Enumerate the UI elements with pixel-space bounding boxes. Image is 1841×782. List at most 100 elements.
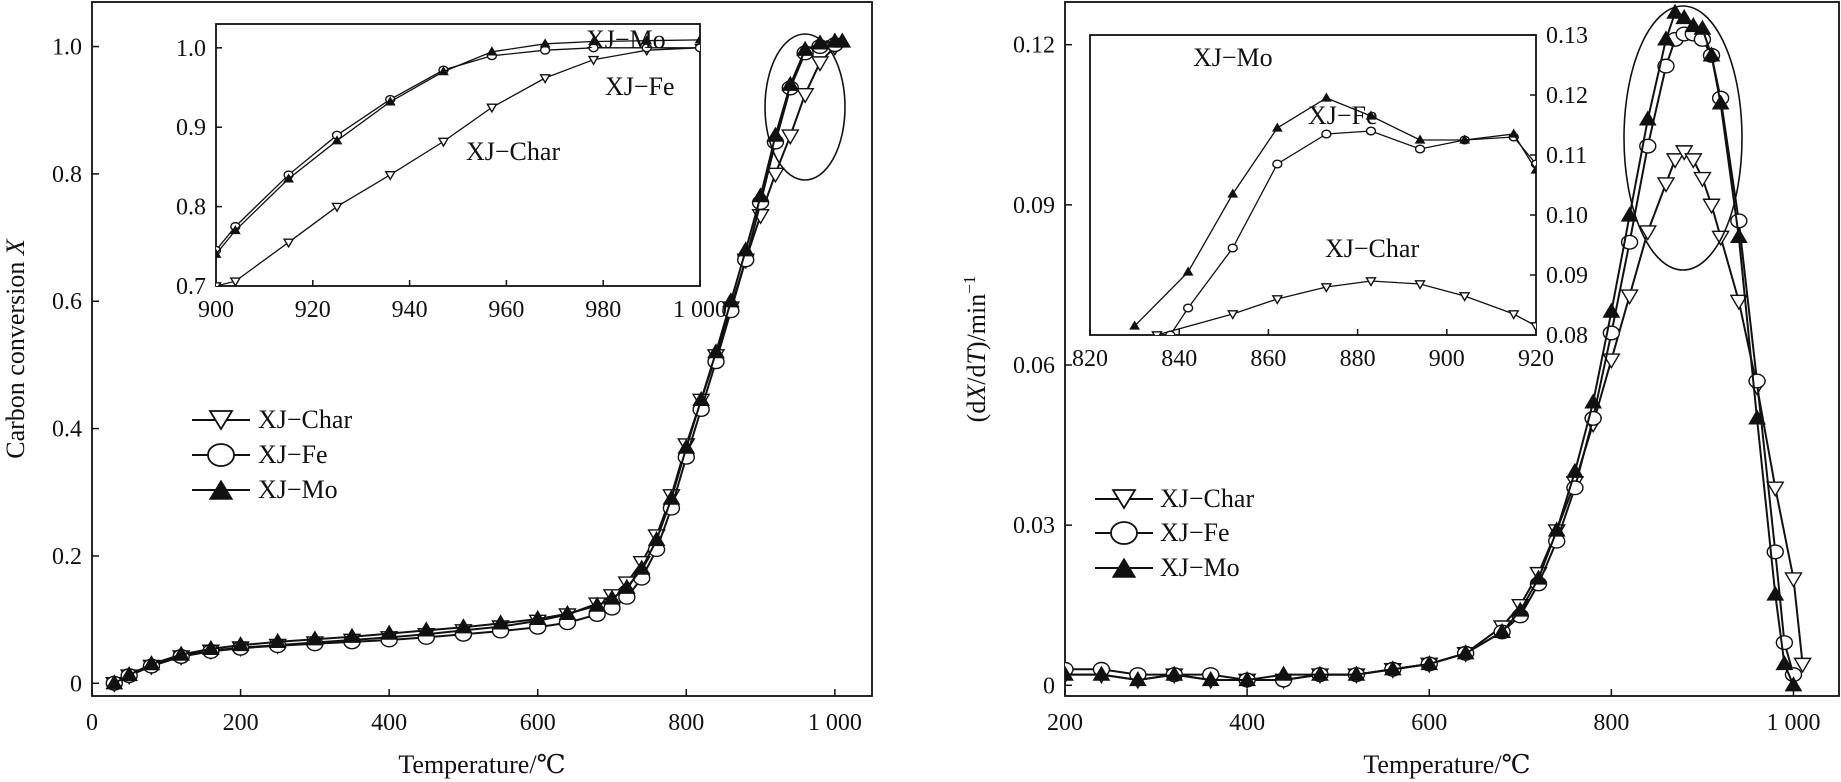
- data-point-xj-char: [587, 55, 600, 66]
- x-tick-label: 940: [392, 297, 428, 323]
- data-point-xj-fe: [1748, 373, 1766, 389]
- inset-annotation-xj-mo: XJ−Mo: [586, 25, 666, 54]
- data-point-xj-char: [539, 74, 551, 84]
- data-point-xj-mo: [305, 630, 324, 646]
- series-xj-mo: [1065, 3, 1803, 692]
- data-point-xj-mo: [1775, 654, 1794, 671]
- legend-label-xj-char: XJ−Char: [1160, 484, 1254, 513]
- data-point-xj-mo: [833, 32, 852, 48]
- data-point-xj-char: [1271, 295, 1284, 305]
- data-point-xj-char: [1702, 198, 1721, 215]
- left-legend: XJ−Char XJ−Fe XJ−Mo: [192, 405, 352, 504]
- series-xj-char: [216, 43, 700, 286]
- legend-marker-circle-open: [1110, 521, 1138, 545]
- data-point-xj-char: [766, 167, 785, 184]
- x-tick-label: 880: [1340, 346, 1376, 372]
- data-point-xj-mo: [647, 531, 666, 547]
- data-point-xj-fe: [1321, 129, 1332, 139]
- data-point-xj-fe: [1530, 159, 1536, 169]
- y-tick-label: 0: [70, 671, 82, 697]
- x-tick-label: 1 000: [1766, 710, 1820, 736]
- left-highlight-ellipse: [764, 33, 846, 181]
- data-point-xj-char: [282, 238, 295, 249]
- data-point-xj-mo: [1201, 670, 1220, 687]
- right-x-axis-label: Temperature/℃: [1363, 750, 1530, 779]
- data-point-xj-mo: [1456, 644, 1475, 660]
- data-point-xj-char: [229, 277, 242, 286]
- data-point-xj-fe: [1730, 213, 1748, 229]
- x-tick-label: 920: [1518, 346, 1554, 372]
- data-point-xj-char: [1320, 283, 1333, 293]
- data-point-xj-char: [1729, 294, 1749, 311]
- legend-marker-triangle-down-open: [1111, 489, 1137, 510]
- x-tick-label: 840: [1161, 346, 1197, 372]
- right-highlight-ellipse: [1623, 5, 1743, 271]
- left-inset: 900 920 940 960 980 1 000 0.7 0.8 0.9 1.0 XJ−Mo X…: [176, 23, 727, 323]
- x-tick-label: 1 000: [673, 297, 727, 323]
- y-tick-label: 0: [1043, 673, 1055, 699]
- x-tick-label: 200: [223, 710, 259, 736]
- data-point-xj-mo: [343, 627, 361, 643]
- data-point-xj-fe: [1227, 243, 1238, 253]
- y-tick-label: 0.6: [52, 289, 82, 315]
- legend-label-xj-mo: XJ−Mo: [258, 475, 338, 504]
- data-point-xj-mo: [216, 248, 222, 258]
- x-tick-label: 820: [1072, 346, 1108, 372]
- data-point-xj-mo: [721, 292, 740, 308]
- x-tick-label: 600: [520, 710, 556, 736]
- data-point-xj-mo: [1530, 164, 1536, 174]
- x-tick-label: 400: [371, 710, 407, 736]
- data-point-xj-char: [486, 103, 498, 114]
- plot-area: [1129, 92, 1536, 335]
- series-line-xj-mo: [1134, 97, 1536, 327]
- data-point-xj-mo: [632, 559, 651, 575]
- legend-marker-triangle-up-filled: [208, 479, 234, 500]
- data-point-xj-char: [1507, 310, 1520, 320]
- data-point-xj-mo: [641, 35, 653, 45]
- data-point-xj-mo: [781, 75, 800, 91]
- left-y-axis-label: Carbon conversion X: [1, 238, 30, 459]
- y-tick-label: 1.0: [52, 35, 82, 61]
- data-point-xj-char: [384, 170, 396, 181]
- y-tick-label: 0.7: [176, 274, 206, 300]
- series-xj-mo: [105, 32, 852, 690]
- y-tick-label: 0.12: [1546, 83, 1588, 109]
- data-point-xj-mo: [1459, 134, 1471, 144]
- y-tick-label: 0.11: [1546, 143, 1587, 169]
- data-point-xj-mo: [491, 614, 510, 630]
- series-xj-char: [1151, 277, 1536, 335]
- data-point-xj-char: [1602, 353, 1621, 370]
- y-tick-label: 0.09: [1013, 193, 1055, 219]
- data-point-xj-mo: [1547, 521, 1566, 537]
- data-point-xj-fe: [1272, 159, 1283, 169]
- data-point-xj-mo: [1529, 569, 1548, 585]
- data-point-xj-mo: [384, 96, 396, 106]
- data-point-xj-mo: [751, 187, 770, 203]
- data-point-xj-mo: [229, 224, 241, 235]
- data-point-xj-mo: [1711, 94, 1730, 110]
- data-point-xj-mo: [1414, 134, 1426, 144]
- data-point-xj-mo: [1666, 3, 1684, 19]
- data-point-xj-mo: [1657, 30, 1675, 46]
- data-point-xj-char: [1226, 310, 1239, 320]
- data-point-xj-mo: [528, 609, 547, 626]
- legend-item-xj-mo: XJ−Mo: [192, 475, 338, 504]
- data-point-xj-mo: [588, 596, 607, 612]
- x-tick-label: 600: [1411, 710, 1447, 736]
- data-point-xj-char: [1151, 331, 1163, 335]
- data-point-xj-mo: [201, 639, 220, 655]
- data-point-xj-fe: [539, 45, 551, 55]
- legend-marker-circle-open: [207, 443, 235, 467]
- data-point-xj-mo: [1493, 622, 1511, 639]
- x-tick-label: 980: [585, 297, 621, 323]
- data-point-xj-mo: [1702, 46, 1721, 62]
- left-series: [105, 32, 852, 693]
- data-point-xj-char: [795, 88, 815, 104]
- right-y-axis-label: (dX/dT)/min−1: [960, 276, 991, 423]
- data-point-xj-mo: [1129, 320, 1140, 330]
- data-point-xj-mo: [454, 618, 473, 634]
- legend-item-xj-fe: XJ−Fe: [192, 440, 328, 469]
- right-legend: XJ−Char XJ−Fe XJ−Mo: [1095, 484, 1254, 582]
